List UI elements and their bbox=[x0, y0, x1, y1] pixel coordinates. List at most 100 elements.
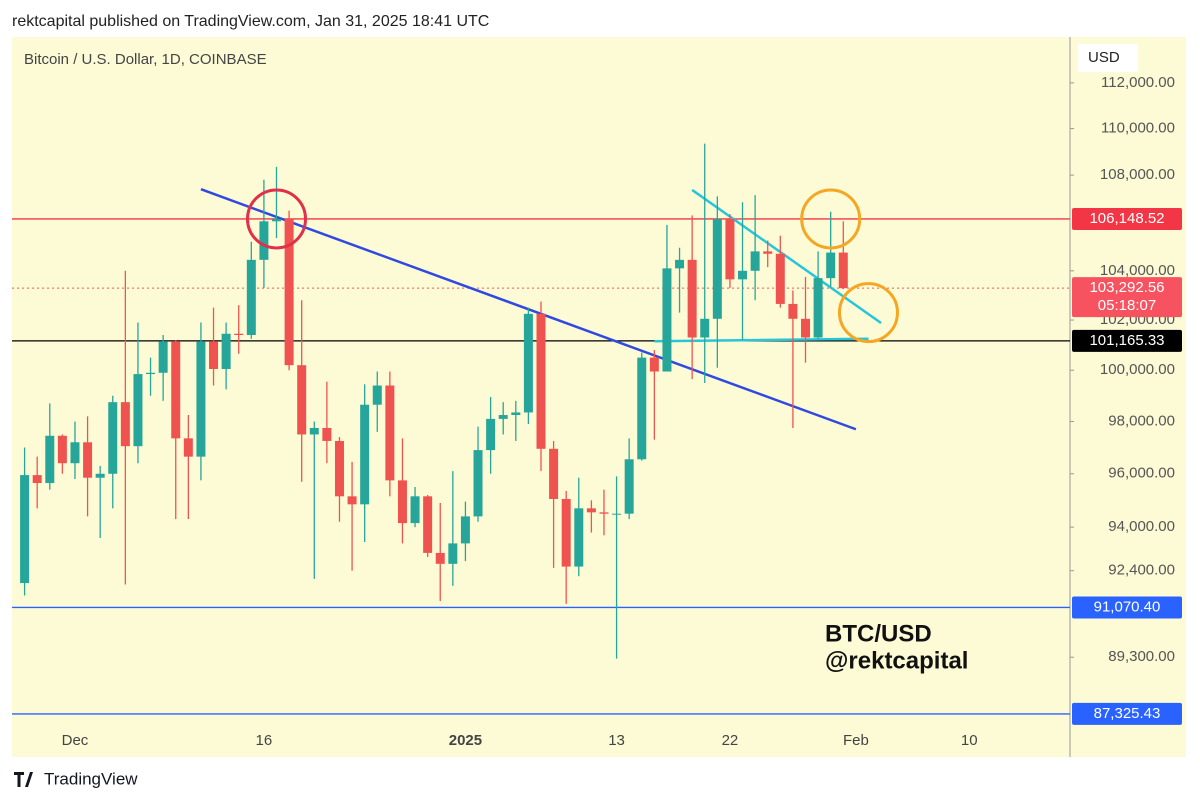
candle-body bbox=[826, 252, 836, 279]
chart-panel bbox=[12, 37, 1186, 757]
brand: TradingView bbox=[44, 769, 138, 788]
y-tick-label: 98,000.00 bbox=[1108, 412, 1175, 429]
countdown: 05:18:07 bbox=[1098, 297, 1156, 314]
candle-body bbox=[788, 303, 798, 319]
candle-body bbox=[309, 427, 319, 435]
currency: USD bbox=[1088, 49, 1120, 66]
candle-body bbox=[561, 498, 571, 567]
candle bbox=[410, 487, 420, 528]
candle bbox=[473, 426, 483, 522]
candle-body bbox=[838, 252, 848, 289]
candle-body bbox=[385, 385, 395, 481]
candle bbox=[460, 501, 470, 562]
candle-body bbox=[70, 442, 80, 464]
candle-body bbox=[372, 385, 382, 405]
candle-body bbox=[284, 218, 294, 366]
candle bbox=[83, 416, 93, 517]
candle-body bbox=[586, 508, 596, 513]
candle-body bbox=[410, 496, 420, 524]
candle bbox=[272, 166, 281, 239]
candle-body bbox=[272, 218, 281, 222]
candle bbox=[574, 477, 584, 577]
price-badge-label: 106,148.52 bbox=[1089, 210, 1164, 227]
candle-body bbox=[45, 435, 55, 484]
candle bbox=[486, 397, 496, 474]
candle-body bbox=[649, 357, 659, 372]
candle bbox=[687, 215, 697, 380]
candle bbox=[347, 461, 357, 571]
price-badge-label: 91,070.40 bbox=[1094, 598, 1161, 615]
trend-line bbox=[691, 188, 882, 325]
candle bbox=[725, 214, 735, 288]
candle-body bbox=[813, 278, 823, 338]
candle-body bbox=[259, 221, 269, 260]
candle bbox=[838, 221, 848, 290]
candle-body bbox=[574, 508, 584, 567]
candle-body bbox=[360, 404, 370, 505]
x-tick-label: 13 bbox=[608, 732, 625, 749]
candle bbox=[309, 421, 319, 579]
candle bbox=[523, 307, 533, 425]
candle-body bbox=[133, 374, 143, 447]
candle-body bbox=[347, 496, 357, 505]
candle bbox=[322, 381, 332, 464]
candle bbox=[32, 456, 42, 509]
price-badge bbox=[1072, 702, 1182, 725]
candle-body bbox=[435, 552, 445, 564]
candle bbox=[372, 371, 382, 432]
y-tick-label: 94,000.00 bbox=[1108, 518, 1175, 535]
candle-body bbox=[687, 259, 697, 338]
candle bbox=[334, 437, 344, 522]
candle-body bbox=[712, 218, 722, 319]
candle bbox=[423, 494, 433, 558]
candle bbox=[498, 402, 508, 435]
candle-body bbox=[473, 450, 483, 517]
candle bbox=[612, 476, 622, 659]
annotation: BTC/USD bbox=[825, 620, 932, 647]
candle bbox=[360, 384, 370, 543]
price-badge-label: 87,325.43 bbox=[1094, 705, 1161, 722]
candle bbox=[750, 195, 760, 301]
candle bbox=[536, 301, 546, 472]
highlight-circle bbox=[246, 188, 307, 250]
candle-body bbox=[20, 475, 30, 584]
y-tick-label: 89,300.00 bbox=[1108, 648, 1175, 665]
candle bbox=[209, 307, 219, 386]
y-tick-label: 92,400.00 bbox=[1108, 562, 1175, 579]
candle bbox=[700, 143, 710, 383]
candle-body bbox=[297, 365, 307, 435]
x-tick-label: 16 bbox=[256, 732, 273, 749]
candle-body bbox=[95, 473, 105, 478]
candle bbox=[133, 322, 143, 464]
highlight-circle bbox=[837, 282, 899, 344]
candle-body bbox=[183, 438, 193, 457]
y-tick-label: 100,000.00 bbox=[1100, 361, 1175, 378]
candle-body bbox=[108, 402, 118, 474]
candle bbox=[246, 241, 256, 339]
annotation: @rektcapital bbox=[825, 647, 968, 674]
candle-body bbox=[612, 513, 622, 515]
candle bbox=[120, 270, 130, 585]
candle-body bbox=[523, 313, 533, 413]
candle-body bbox=[775, 253, 785, 304]
candle-body bbox=[234, 333, 244, 335]
candle bbox=[586, 500, 596, 533]
candle bbox=[259, 179, 269, 288]
candle-body bbox=[536, 313, 546, 449]
header: rektcapital published on TradingView.com… bbox=[12, 13, 489, 30]
candle-body bbox=[171, 341, 181, 439]
candle bbox=[662, 224, 672, 372]
candle bbox=[108, 395, 118, 509]
candle bbox=[146, 357, 156, 396]
candle-body bbox=[549, 448, 559, 499]
candle-body bbox=[750, 251, 760, 271]
candle bbox=[397, 438, 407, 544]
candle-body bbox=[158, 341, 168, 373]
candle-body bbox=[57, 435, 67, 464]
candle-body bbox=[397, 480, 407, 524]
candle bbox=[284, 210, 294, 371]
candle bbox=[649, 350, 659, 440]
candle bbox=[549, 440, 559, 568]
price-badge bbox=[1072, 329, 1182, 352]
